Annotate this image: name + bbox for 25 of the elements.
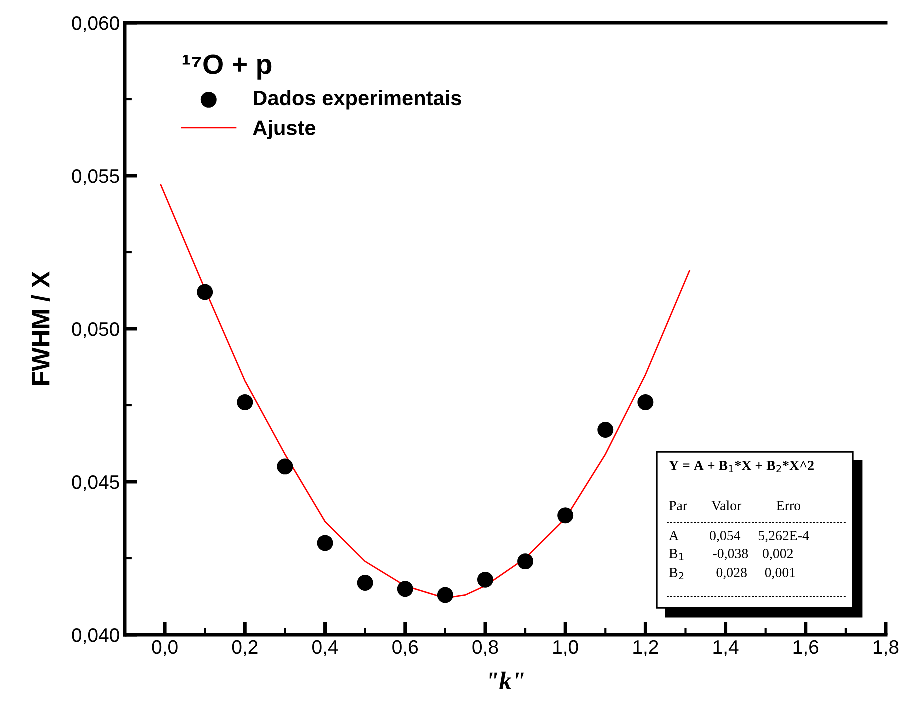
y-tick-label: 0,060 (72, 16, 120, 33)
x-tick-label: 0,0 (152, 640, 178, 656)
legend-title: ¹⁷O + p (182, 54, 272, 80)
x-tick-label: 1,0 (554, 640, 578, 656)
x-tick-label: 0,8 (472, 640, 498, 656)
legend-label: Dados experimentais (254, 90, 462, 110)
x-tick-label: 0,4 (312, 640, 338, 656)
legend-label: Ajuste (253, 120, 316, 140)
y-tick-label: 0,045 (72, 475, 120, 492)
text: B$_{1}$ -0,038 0,002 (669, 549, 793, 561)
x-tick-label: 1,6 (794, 640, 819, 656)
text: B$_{2}$ 0,028 0,001 (669, 568, 796, 580)
y-tick-label: 0,050 (72, 322, 120, 339)
annotation: Par Valor Erro (669, 500, 801, 511)
x-axis-title: "k" (490, 672, 524, 690)
annotation: Y = A + B$_{1}$*X + B$_{2}$*X^2 (669, 461, 814, 473)
x-tick-label: 0,2 (232, 640, 258, 656)
x-tick-label: 0,6 (392, 640, 418, 656)
y-axis-title: FWHM / X (32, 272, 50, 385)
y-tick-label: 0,040 (72, 628, 120, 645)
x-tick-label: 1,4 (714, 640, 739, 656)
annotation: A 0,054 5,262E-4 (669, 531, 810, 542)
x-tick-label: 1,2 (634, 640, 658, 656)
y-tick-label: 0,055 (72, 169, 120, 186)
x-tick-label: 1,8 (874, 640, 899, 656)
